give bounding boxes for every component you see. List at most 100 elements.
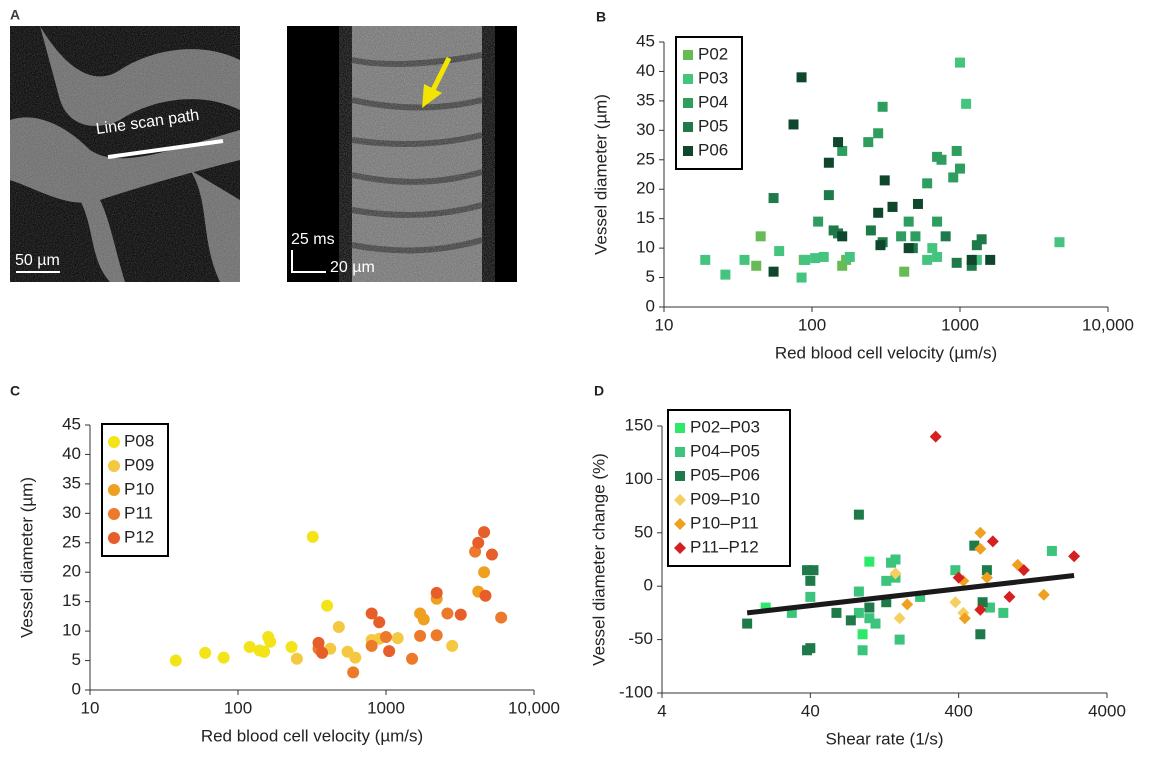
- data-point: [805, 575, 816, 586]
- data-point: [217, 651, 230, 664]
- data-point: [910, 231, 921, 242]
- data-point: [981, 565, 992, 576]
- data-point: [950, 565, 961, 576]
- x-tick-label: 4: [657, 701, 666, 720]
- legend-label: P11–P12: [690, 537, 759, 556]
- data-point: [857, 629, 868, 640]
- data-point: [857, 645, 868, 656]
- data-point: [844, 251, 855, 262]
- data-point: [912, 198, 923, 209]
- data-point: [932, 251, 943, 262]
- data-point: [881, 575, 892, 586]
- data-point: [980, 571, 993, 584]
- data-point: [321, 599, 334, 612]
- data-point: [739, 254, 750, 265]
- scale-bar-label: 20 µm: [330, 259, 375, 276]
- data-point: [887, 201, 898, 212]
- trend-line: [746, 573, 1075, 616]
- data-point: [373, 616, 386, 629]
- data-point: [316, 646, 329, 659]
- data-point: [700, 254, 711, 265]
- scale-bar-label: 50 µm: [15, 252, 60, 269]
- x-axis-label: Shear rate (1/s): [825, 729, 943, 748]
- x-axis-label: Red blood cell velocity (µm/s): [775, 343, 997, 362]
- data-point: [365, 639, 378, 652]
- data-point: [948, 172, 959, 183]
- data-point: [406, 652, 419, 665]
- data-point: [974, 526, 987, 539]
- legend-box: [667, 409, 791, 567]
- data-point: [949, 596, 962, 609]
- data-point: [877, 101, 888, 112]
- data-point: [306, 530, 319, 543]
- legend-marker: [108, 460, 120, 472]
- legend-label: P03: [698, 68, 728, 87]
- legend-label: P05–P06: [690, 465, 760, 484]
- data-point: [1037, 588, 1050, 601]
- data-point: [199, 646, 212, 659]
- data-point: [258, 645, 271, 658]
- data-point: [922, 178, 933, 189]
- data-point: [870, 618, 881, 629]
- legend-label: P11: [124, 503, 153, 522]
- y-tick-label: 30: [62, 503, 81, 522]
- data-point: [768, 193, 779, 204]
- data-point: [864, 556, 875, 567]
- data-point: [380, 631, 392, 643]
- x-tick-label: 100: [224, 698, 252, 717]
- data-point: [441, 607, 454, 620]
- data-point: [768, 266, 779, 277]
- legend-marker: [683, 74, 693, 84]
- data-point: [485, 548, 498, 561]
- x-tick-label: 10: [655, 315, 674, 334]
- y-tick-label: 0: [72, 679, 81, 698]
- y-tick-label: 0: [644, 576, 653, 595]
- data-point: [971, 254, 982, 265]
- data-point: [755, 231, 766, 242]
- data-point: [894, 634, 905, 645]
- data-point: [788, 119, 799, 130]
- data-point: [837, 260, 848, 271]
- data-point: [478, 526, 491, 539]
- y-tick-label: 45: [62, 414, 81, 433]
- data-point: [837, 231, 848, 242]
- data-point: [901, 598, 914, 611]
- legend-marker: [108, 508, 120, 520]
- data-point: [955, 57, 965, 68]
- legend-label: P08: [124, 431, 154, 450]
- y-tick-label: 15: [62, 591, 81, 610]
- data-point: [347, 666, 360, 679]
- data-point: [1054, 237, 1065, 248]
- legend-label: P05: [698, 116, 728, 135]
- data-point: [903, 216, 914, 227]
- data-point: [985, 254, 996, 265]
- data-point: [417, 613, 430, 626]
- data-point: [845, 615, 856, 626]
- legend-label: P02: [698, 44, 728, 63]
- data-point: [890, 554, 901, 565]
- data-point: [290, 652, 303, 665]
- data-point: [929, 430, 942, 443]
- data-point: [349, 651, 362, 664]
- data-point: [1003, 590, 1016, 603]
- legend-label: P09: [124, 455, 154, 474]
- y-tick-label: 20: [62, 562, 81, 581]
- y-tick-label: 40: [636, 61, 655, 80]
- data-point: [495, 611, 508, 624]
- data-point: [802, 565, 813, 576]
- data-point: [472, 536, 485, 549]
- data-point: [796, 72, 807, 83]
- y-tick-label: 10: [62, 621, 81, 640]
- data-point: [742, 618, 753, 629]
- y-tick-label: 150: [625, 415, 653, 434]
- x-tick-label: 4000: [1088, 701, 1126, 720]
- data-point: [974, 542, 987, 555]
- legend-marker: [683, 122, 693, 132]
- legend-marker: [108, 484, 120, 496]
- data-point: [446, 639, 459, 652]
- data-point: [808, 565, 819, 576]
- data-point: [896, 231, 907, 242]
- data-point: [837, 145, 848, 156]
- data-point: [940, 231, 951, 242]
